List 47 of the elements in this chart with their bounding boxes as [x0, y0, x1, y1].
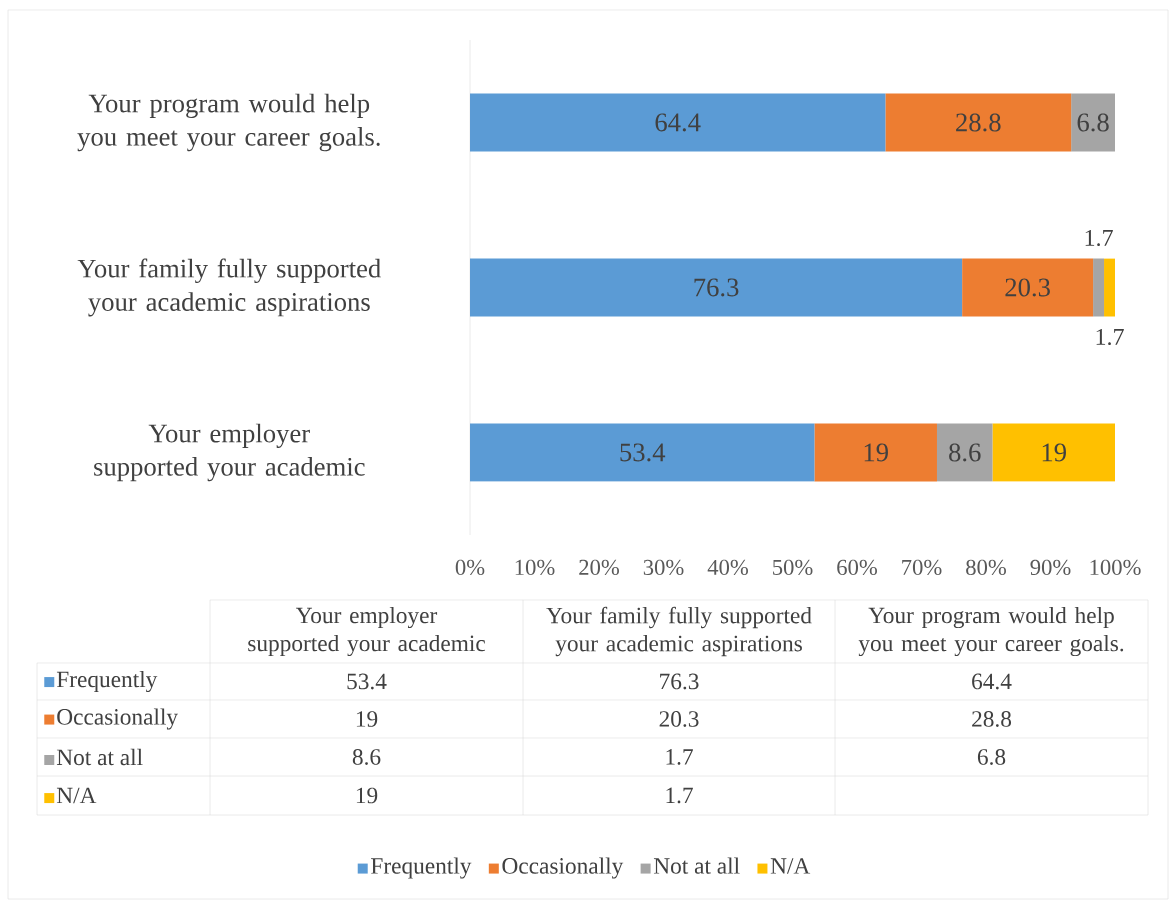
data-label: 6.8: [1077, 113, 1109, 132]
text: Frequently: [371, 857, 472, 879]
category-label: Your family fully supported your academic aspirations: [546, 606, 812, 657]
data-label: 1.7: [1096, 328, 1124, 346]
y-tick-label: Your program would help you meet your career goals.: [77, 93, 380, 152]
text: 19: [356, 711, 378, 727]
data-label: 53.4: [620, 443, 666, 462]
x-tick-label: 100%: [1090, 559, 1141, 576]
x-tick-label: 20%: [579, 559, 620, 576]
text: Not at all: [56, 748, 143, 766]
data-label: 64.4: [655, 113, 701, 132]
legend-label: Frequently: [56, 670, 158, 693]
category-label: Your program would help you meet your career goals.: [858, 606, 1124, 657]
text: 28.8: [972, 711, 1012, 727]
text: 19: [356, 787, 378, 804]
category-label: Your employer supported your academic: [248, 606, 486, 657]
legend-label: N/A: [770, 858, 811, 874]
legend-label: Occasionally: [502, 857, 624, 879]
text: 1.7: [666, 749, 693, 765]
y-tick-label: Your family fully supported your academic aspirations: [77, 258, 381, 317]
x-tick-label: 70%: [902, 559, 942, 576]
data-label: 20.3: [1005, 278, 1050, 297]
legend-label: Not at all: [653, 857, 740, 874]
x-tick-label: 30%: [643, 559, 684, 576]
text: 6.8: [977, 749, 1006, 765]
x-tick-label: 80%: [966, 559, 1007, 576]
data-label: 76.3: [694, 278, 739, 297]
data-label: 28.8: [956, 113, 1001, 132]
text: Occasionally: [57, 708, 179, 730]
x-tick-label: 10%: [515, 559, 555, 576]
data-label: 19: [1042, 443, 1066, 462]
text: N/A: [56, 787, 97, 804]
text: 64.4: [972, 673, 1012, 690]
text: 76.3: [660, 673, 699, 690]
data-label: 8.6: [949, 443, 981, 462]
data-label: 1.7: [1085, 229, 1113, 247]
x-tick-label: 90%: [1030, 559, 1071, 576]
x-tick-label: 60%: [837, 559, 878, 576]
data-label: 19: [864, 443, 888, 462]
x-tick-label: 40%: [707, 559, 749, 576]
x-tick-label: 50%: [773, 559, 813, 576]
text: 8.6: [352, 749, 381, 765]
text: 20.3: [659, 711, 699, 727]
text: 53.4: [347, 673, 387, 690]
text: 1.7: [666, 787, 693, 804]
y-tick-label: Your employer supported your academic: [94, 423, 365, 482]
x-tick-label: 0%: [455, 559, 485, 576]
